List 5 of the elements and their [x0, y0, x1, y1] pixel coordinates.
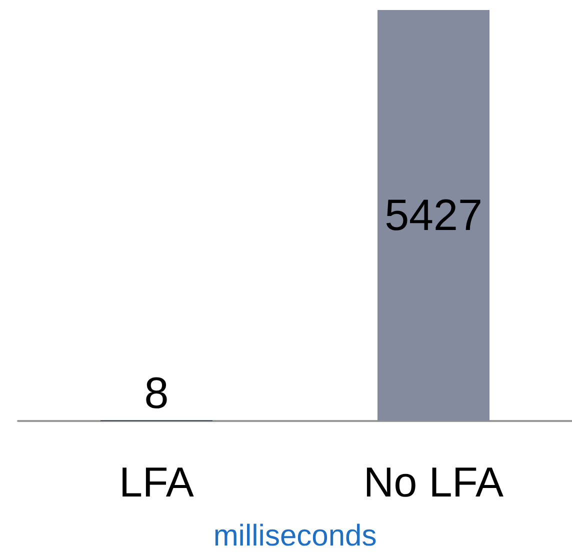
- x-axis-title: milliseconds: [213, 520, 377, 552]
- data-label: 8: [144, 368, 169, 418]
- x-tick-label: No LFA: [363, 458, 504, 506]
- data-label: 5427: [384, 191, 482, 240]
- x-tick-label: LFA: [119, 458, 194, 506]
